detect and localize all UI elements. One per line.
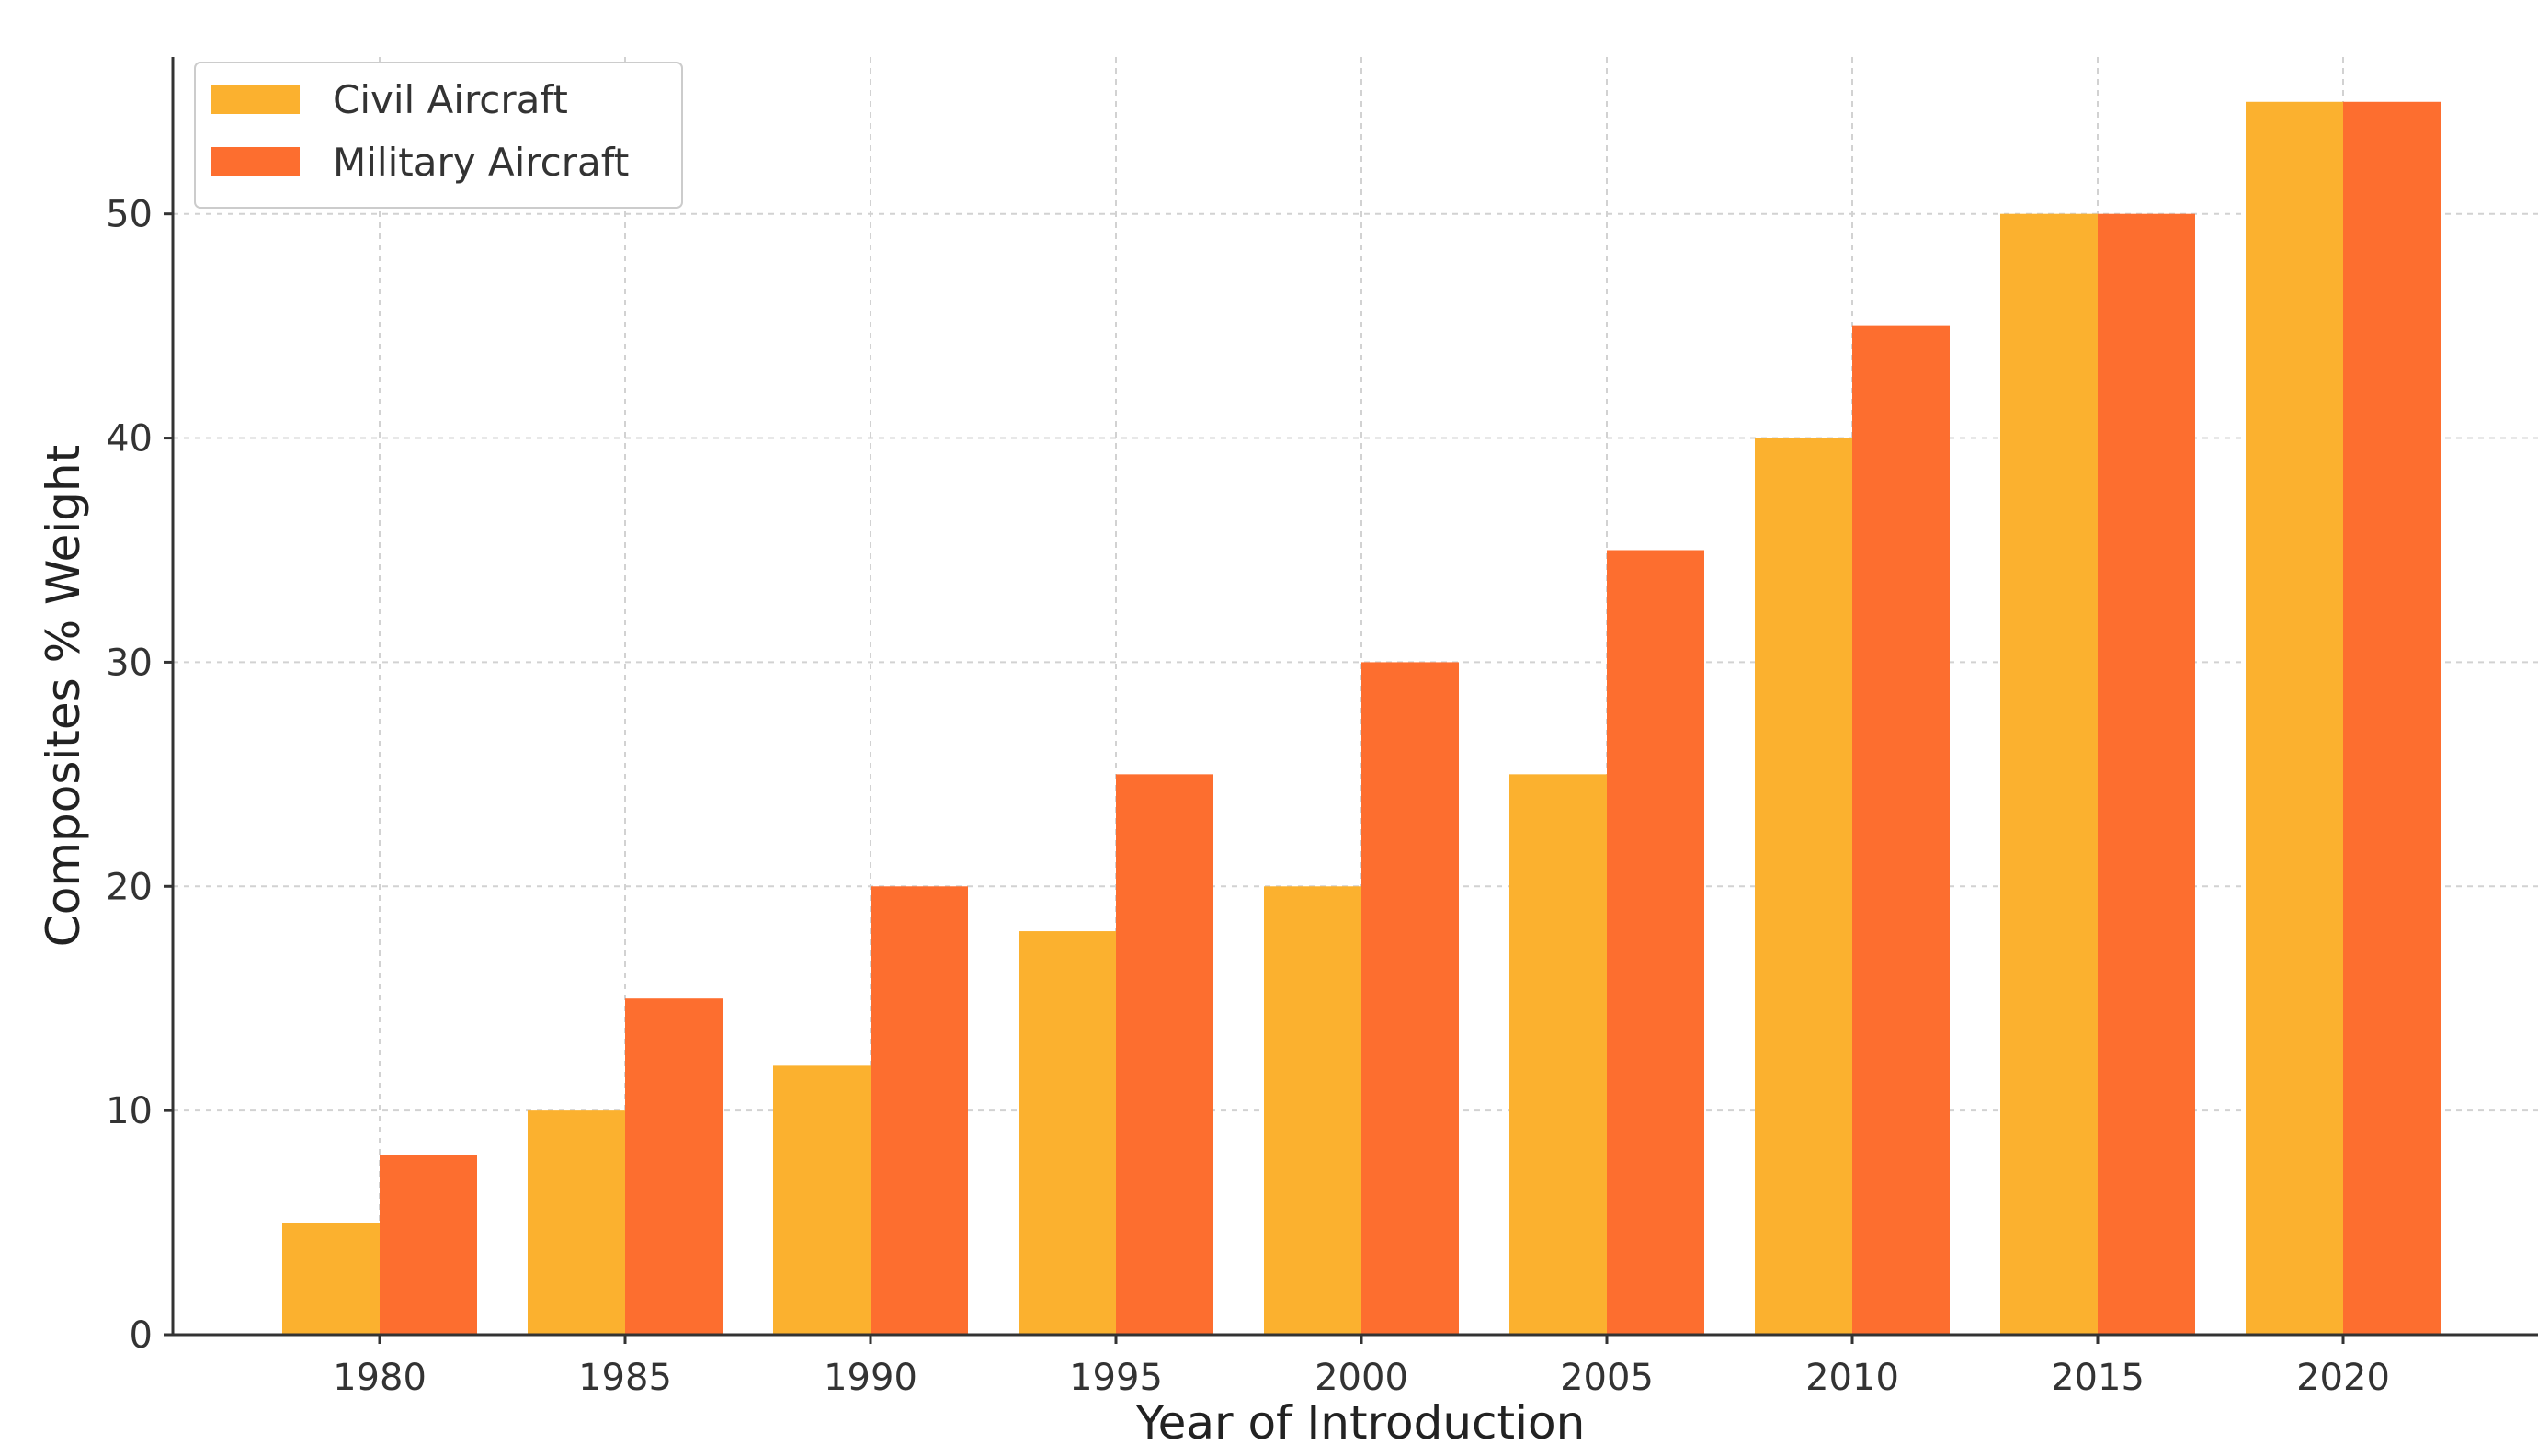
y-tick-labels: 0 10 20 30 40 50 [106, 194, 173, 1357]
bar-civil-1985 [528, 1110, 625, 1335]
bar-civil-2020 [2246, 101, 2343, 1335]
y-tick-label-50: 50 [106, 194, 153, 236]
x-axis-title: Year of Introduction [1135, 1396, 1586, 1450]
y-tick-label-0: 0 [130, 1314, 153, 1357]
bar-civil-1980 [282, 1223, 380, 1335]
bar-civil-2010 [1755, 438, 1852, 1335]
bars [282, 101, 2441, 1335]
x-tick-label-1980: 1980 [333, 1357, 427, 1399]
bar-military-2020 [2343, 101, 2441, 1335]
bar-military-1980 [380, 1155, 477, 1335]
x-tick-label-2010: 2010 [1805, 1357, 1899, 1399]
x-tick-label-2005: 2005 [1560, 1357, 1654, 1399]
y-tick-label-30: 30 [106, 642, 153, 684]
y-tick-label-20: 20 [106, 866, 153, 908]
legend-label-military: Military Aircraft [333, 140, 629, 185]
x-tick-label-2020: 2020 [2296, 1357, 2390, 1399]
legend-box [194, 62, 683, 209]
x-tick-labels: 1980 1985 1990 1995 2000 2005 2010 2015 2020 [333, 1335, 2390, 1399]
y-tick-label-10: 10 [106, 1090, 153, 1132]
y-axis-title: Composites % Weight [37, 445, 90, 947]
bar-civil-2005 [1509, 774, 1607, 1335]
bar-military-2000 [1361, 662, 1459, 1335]
bar-civil-2015 [2000, 213, 2098, 1335]
legend-label-civil: Civil Aircraft [333, 77, 568, 122]
x-tick-label-2015: 2015 [2051, 1357, 2145, 1399]
x-tick-label-1985: 1985 [578, 1357, 672, 1399]
axes [171, 57, 2538, 1337]
bar-military-2010 [1852, 325, 1950, 1335]
x-tick-label-2000: 2000 [1315, 1357, 1408, 1399]
bar-military-1990 [871, 886, 968, 1335]
bar-civil-1995 [1019, 931, 1116, 1335]
y-tick-label-40: 40 [106, 418, 153, 461]
bar-civil-2000 [1264, 886, 1361, 1335]
legend-swatch-military [211, 147, 300, 176]
legend-swatch-civil [211, 85, 300, 114]
x-tick-label-1990: 1990 [824, 1357, 917, 1399]
x-tick-label-1995: 1995 [1069, 1357, 1163, 1399]
legend: Civil Aircraft Military Aircraft [194, 62, 683, 209]
bar-military-1985 [625, 998, 723, 1335]
bar-military-2005 [1607, 550, 1704, 1335]
bar-military-1995 [1116, 774, 1213, 1335]
bar-military-2015 [2098, 213, 2195, 1335]
bar-civil-1990 [773, 1065, 871, 1335]
